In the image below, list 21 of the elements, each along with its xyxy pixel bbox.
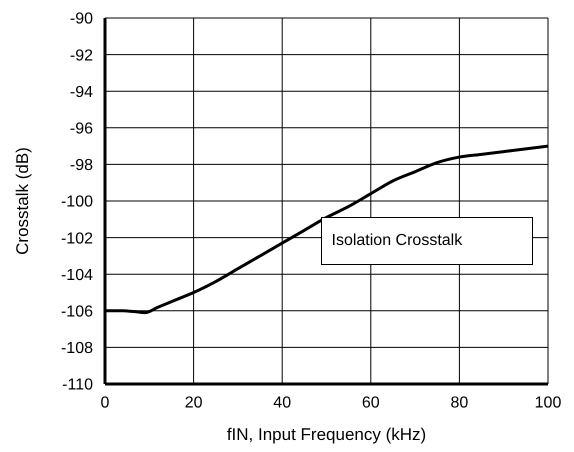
- y-tick-label: -94: [70, 84, 94, 101]
- series-label: Isolation Crosstalk: [332, 232, 464, 250]
- y-tick-label: -96: [70, 120, 94, 138]
- y-tick-label: -104: [60, 266, 94, 284]
- y-tick-label: -102: [60, 230, 94, 248]
- y-tick-label: -92: [70, 47, 94, 64]
- x-axis-title: fIN, Input Frequency (kHz): [226, 425, 426, 444]
- y-tick-label: -100: [60, 194, 94, 211]
- x-tick-label: 40: [273, 394, 292, 412]
- y-tick-label: -106: [60, 303, 94, 320]
- y-axis-title: Crosstalk (dB): [13, 147, 32, 255]
- x-tick-label: 100: [534, 394, 562, 412]
- x-tick-label: 0: [100, 394, 110, 412]
- x-tick-label: 60: [362, 394, 380, 412]
- x-tick-label: 20: [184, 394, 203, 412]
- y-tick-label: -108: [60, 340, 94, 358]
- y-tick-label: -98: [70, 157, 94, 174]
- y-tick-label: -90: [70, 10, 94, 28]
- legend-box: Isolation Crosstalk: [320, 217, 534, 266]
- y-tick-label: -110: [62, 376, 94, 394]
- x-tick-label: 80: [450, 394, 468, 412]
